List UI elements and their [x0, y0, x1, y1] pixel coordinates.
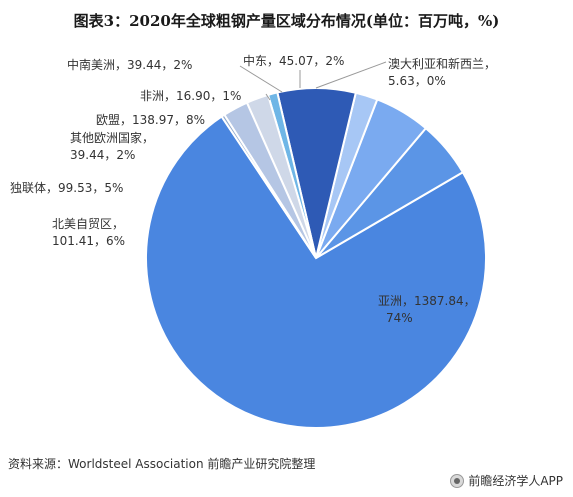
brand-name: 前瞻经济学人APP	[468, 474, 563, 488]
slice-label-4: 欧盟，138.97，8%	[96, 113, 205, 127]
slice-label-8: 澳大利亚和新西兰， 5.63，0%	[388, 56, 496, 88]
slice-label-3: 其他欧洲国家， 39.44，2%	[70, 130, 154, 162]
brand-footer: 前瞻经济学人APP	[450, 472, 563, 489]
slice-label-6: 中南美洲，39.44，2%	[67, 57, 192, 72]
slice-label-0: 亚洲，1387.84， 74%	[378, 294, 476, 325]
leader-line-6	[239, 65, 283, 93]
brand-logo-icon	[450, 473, 465, 488]
slice-label-1: 北美自贸区， 101.41，6%	[52, 217, 125, 248]
pie-slice-0	[145, 115, 487, 429]
leader-line-8	[315, 61, 387, 89]
slice-label-5: 非洲，16.90，1%	[140, 89, 241, 103]
pie-slice-8	[220, 113, 317, 259]
chart-title: 图表3：2020年全球粗钢产量区域分布情况(单位：百万吨，%)	[73, 12, 500, 30]
source-note: 资料来源：Worldsteel Association 前瞻产业研究院整理	[8, 457, 316, 471]
leader-line-5	[265, 93, 271, 101]
slice-label-7: 中东，45.07，2%	[243, 53, 344, 68]
slice-label-2: 独联体，99.53，5%	[10, 181, 123, 195]
